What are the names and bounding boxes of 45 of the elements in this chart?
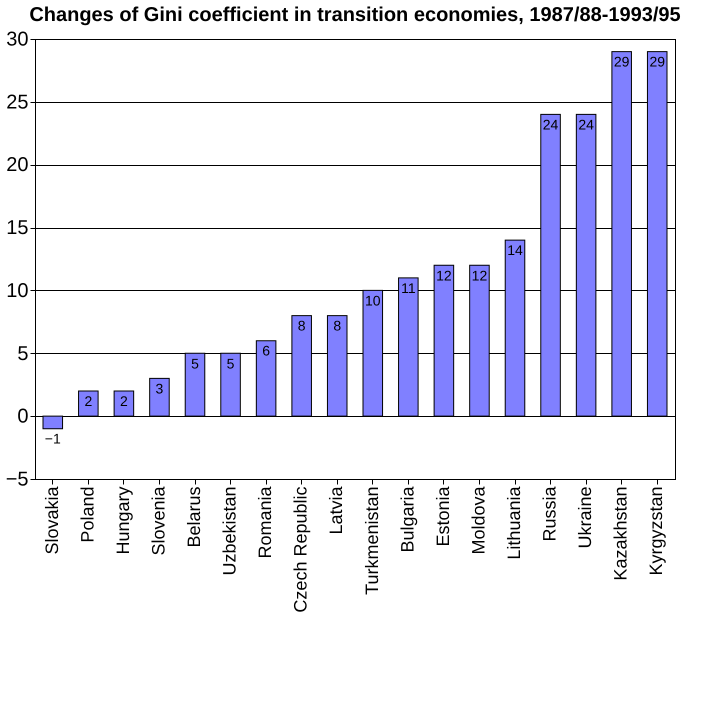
data-label: 12 [436, 267, 452, 284]
x-tick-label: Slovakia [42, 486, 62, 555]
data-label: 5 [226, 355, 235, 372]
x-tick-label: Romania [255, 486, 276, 559]
y-tick-label: 15 [6, 217, 28, 240]
x-tick-label: Kyrgyzstan [646, 486, 666, 576]
x-tick-label: Slovenia [148, 486, 168, 556]
data-label: 6 [262, 342, 270, 359]
data-label: −1 [44, 430, 61, 447]
x-tick-label: Uzbekistan [220, 486, 240, 576]
data-label: 8 [333, 318, 342, 334]
y-tick-label: 10 [6, 280, 28, 302]
data-label: 24 [578, 116, 594, 132]
x-tick-label: Moldova [468, 486, 488, 555]
data-label: 2 [84, 393, 92, 409]
x-tick-label: Czech Republic [290, 486, 311, 613]
x-tick-label: Belarus [184, 486, 204, 548]
x-tick-label: Latvia [326, 486, 346, 535]
data-label: 29 [649, 54, 666, 70]
y-tick-label: 30 [6, 28, 28, 50]
data-label: 10 [364, 292, 381, 308]
x-tick-label: Kazakhstan [610, 486, 631, 581]
y-tick-label: −5 [6, 468, 28, 490]
x-tick-label: Hungary [112, 486, 133, 555]
y-tick-label: 5 [17, 342, 28, 365]
data-label: 3 [156, 380, 164, 396]
x-tick-label: Poland [77, 486, 98, 543]
y-tick-label: 25 [6, 91, 28, 114]
x-tick-label: Russia [540, 486, 560, 542]
x-tick-label: Estonia [432, 486, 453, 547]
y-tick-label: 20 [6, 154, 28, 176]
x-tick-label: Turkmenistan [362, 486, 382, 595]
x-tick-label: Bulgaria [397, 486, 418, 553]
data-label: 11 [401, 280, 416, 296]
chart-title: Changes of Gini coefficient in transition economies, 1987/88-1993/95 [29, 4, 681, 26]
data-label: 14 [507, 242, 523, 258]
data-label: 12 [472, 267, 488, 284]
x-tick-label: Lithuania [504, 486, 524, 560]
data-label: 24 [542, 116, 559, 132]
data-label: 5 [191, 355, 200, 372]
x-tick-label: Ukraine [575, 486, 596, 549]
data-label: 2 [120, 393, 128, 409]
data-label: 8 [298, 318, 306, 334]
y-tick-label: 0 [17, 406, 28, 428]
data-label: 29 [614, 54, 630, 70]
